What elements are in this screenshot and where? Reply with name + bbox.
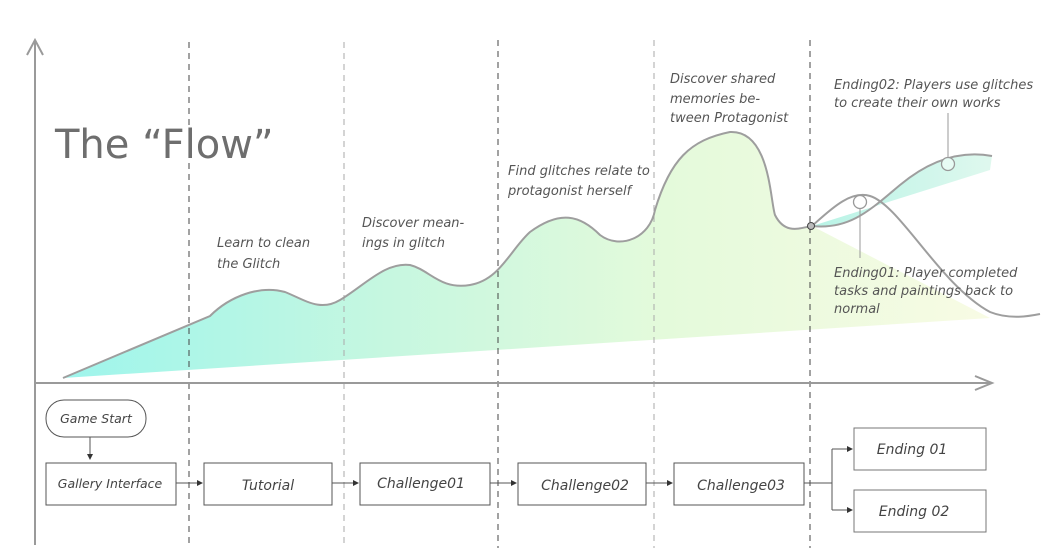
challenge03-node xyxy=(673,462,805,506)
annotation-discover-meanings: Discover mean- ings in glitch xyxy=(362,216,468,251)
game-start-label: Game Start xyxy=(60,411,133,426)
flow-area xyxy=(63,131,990,378)
annotation-ending02: Ending02: Players use glitches to create… xyxy=(834,78,1037,111)
challenge02-node xyxy=(517,462,647,506)
gallery-interface-node xyxy=(45,462,177,506)
ending02-node xyxy=(853,489,987,533)
gallery-interface-label: Gallery Interface xyxy=(58,476,163,491)
annotation-ending01: Ending01: Player completed tasks and pai… xyxy=(834,266,1022,317)
tutorial-label: Tutorial xyxy=(242,478,294,494)
annotation-learn-clean: Learn to clean the Glitch xyxy=(217,236,314,272)
ending01-label: Ending 01 xyxy=(877,442,948,458)
ending01-curve xyxy=(811,193,1041,318)
challenge03-label: Challenge03 xyxy=(697,478,785,494)
challenge02-label: Challenge02 xyxy=(541,478,629,494)
ending02-label: Ending 02 xyxy=(879,504,950,520)
ending02-curve xyxy=(811,153,993,228)
diagram-title: The “Flow” xyxy=(54,122,274,168)
branch-point xyxy=(807,222,815,230)
annotation-find-glitches: Find glitches relate to protagonist hers… xyxy=(507,164,654,199)
y-axis-arrow xyxy=(26,37,44,56)
ending02-area xyxy=(812,154,992,227)
ending01-node xyxy=(853,427,987,471)
ending02-marker xyxy=(940,156,956,172)
game-start-node xyxy=(45,399,147,438)
flow-curve xyxy=(62,130,813,379)
annotation-discover-shared: Discover shared memories be- tween Prota… xyxy=(670,72,789,126)
challenge01-node xyxy=(359,462,491,506)
ending01-marker xyxy=(852,194,868,210)
challenge01-label: Challenge01 xyxy=(377,476,465,492)
tutorial-node xyxy=(203,462,333,506)
x-axis-arrow xyxy=(974,375,995,391)
